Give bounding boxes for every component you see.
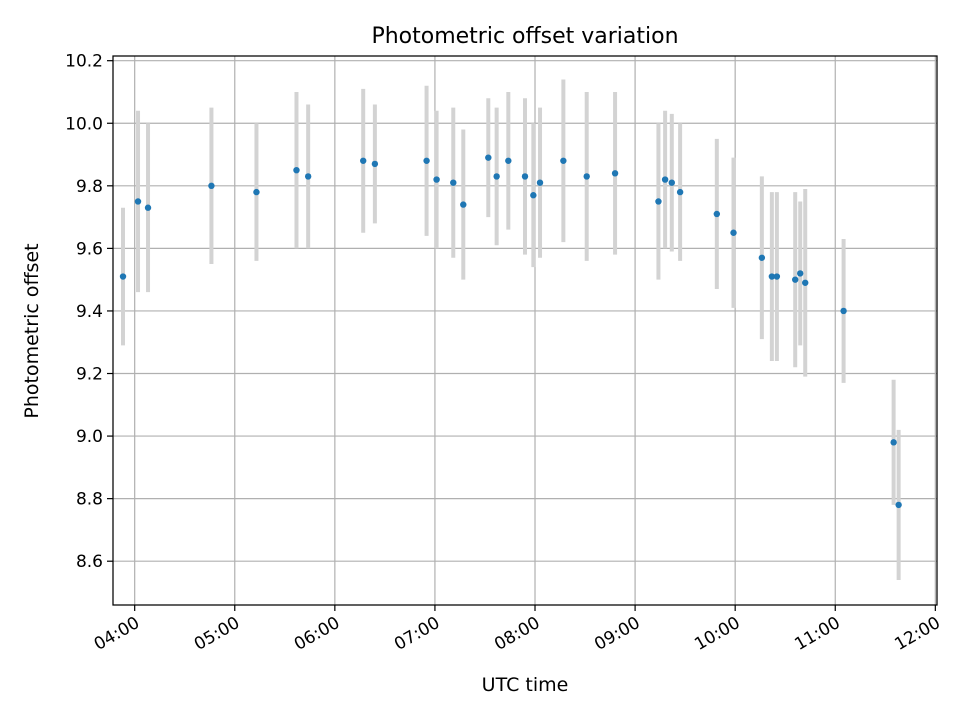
data-point (493, 173, 500, 180)
data-point (134, 198, 142, 205)
data-point (583, 173, 590, 180)
y-tick-label: 10.0 (65, 114, 103, 134)
data-point (530, 192, 537, 199)
data-point (773, 273, 781, 280)
data-point (560, 157, 567, 164)
data-point (792, 276, 799, 283)
data-point (890, 439, 897, 446)
data-point (433, 176, 440, 183)
data-point (655, 198, 662, 205)
data-point (611, 170, 619, 177)
data-point (450, 179, 457, 186)
x-axis-label: UTC time (482, 674, 569, 696)
data-point (485, 154, 492, 161)
data-point (293, 166, 300, 174)
data-point (676, 188, 684, 196)
y-tick-label: 9.0 (76, 427, 103, 447)
data-points (119, 154, 902, 509)
data-point (895, 501, 902, 509)
data-point (840, 307, 847, 315)
data-point (119, 273, 127, 280)
y-tick-label: 9.4 (76, 302, 103, 322)
data-point (521, 173, 529, 180)
y-tick-label: 9.2 (76, 365, 103, 385)
y-tick-label: 8.6 (76, 552, 103, 572)
data-point (758, 254, 766, 261)
data-point (460, 201, 467, 208)
y-tick-label: 10.2 (65, 52, 103, 72)
data-point (423, 157, 430, 164)
data-point (304, 173, 312, 180)
data-point (208, 182, 215, 190)
data-point (144, 204, 152, 211)
data-point (505, 157, 512, 164)
data-point (713, 210, 721, 218)
data-point (371, 160, 379, 168)
y-tick-label: 9.6 (76, 239, 103, 259)
data-point (661, 176, 669, 183)
y-axis-label: Photometric offset (21, 243, 43, 418)
data-point (360, 157, 367, 164)
data-point (253, 188, 260, 196)
y-tick-label: 9.8 (76, 177, 103, 197)
chart-title: Photometric offset variation (371, 24, 678, 49)
data-point (768, 273, 776, 280)
data-point (668, 179, 675, 186)
axes-frame (112, 55, 938, 606)
data-point (797, 270, 804, 277)
data-point (536, 179, 544, 186)
data-point (730, 229, 737, 236)
y-tick-label: 8.8 (76, 490, 103, 510)
data-point (802, 279, 809, 286)
